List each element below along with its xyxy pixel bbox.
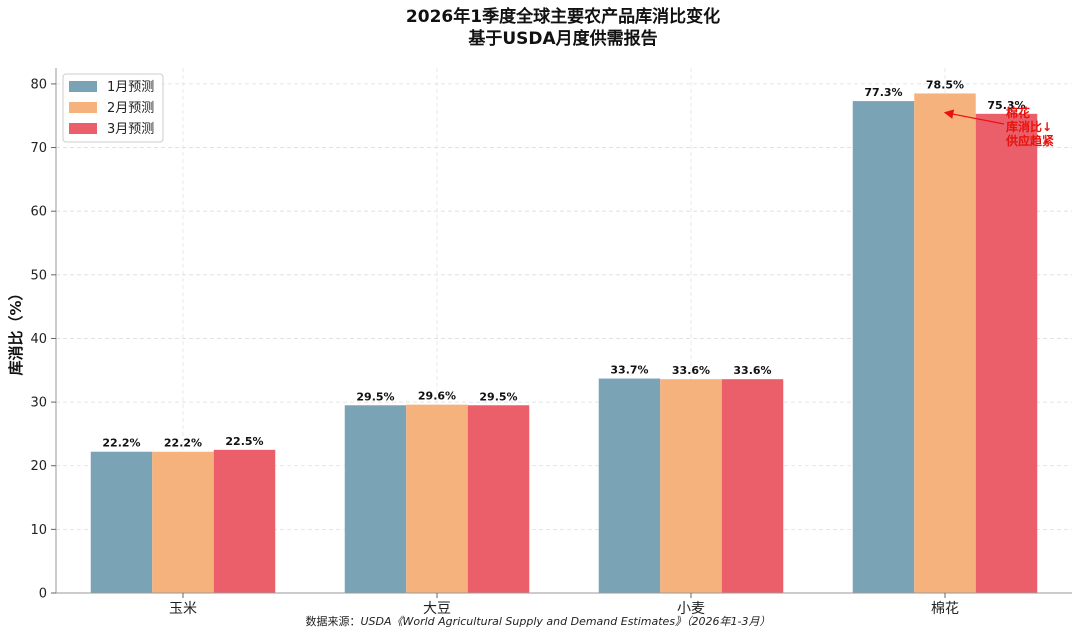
data-label: 22.2% [164,437,202,450]
bar [914,93,976,594]
annotation-text: 棉花 [1006,105,1030,120]
y-axis-label: 库消比（%） [7,285,25,375]
bar [467,405,530,593]
data-label: 77.3% [864,86,902,99]
legend: 1月预测 2月预测 3月预测 [62,73,164,143]
data-label: 29.6% [418,390,456,403]
data-label: 33.7% [610,364,648,377]
y-tick-label: 20 [30,459,47,474]
bar [975,113,1038,594]
bar [90,451,153,593]
x-tick-label: 玉米 [169,601,197,617]
data-label: 33.6% [672,364,710,377]
annotation-arrow [943,109,1005,125]
bars [90,93,1038,594]
y-tick-label: 0 [39,587,47,602]
bar [152,451,214,593]
bar [406,404,468,593]
legend-label: 3月预测 [107,122,154,137]
legend-label: 2月预测 [107,101,154,116]
bar [344,405,407,593]
bar [852,101,915,593]
y-tick-label: 30 [30,396,47,411]
y-tick-label: 80 [30,77,47,92]
data-label: 33.6% [733,364,771,377]
data-label: 29.5% [356,390,394,403]
data-label: 29.5% [479,390,517,403]
x-tick-label: 小麦 [677,601,705,617]
legend-swatch [69,81,97,92]
y-tick-label: 10 [30,523,47,538]
bar [660,379,722,593]
x-tick-label: 大豆 [423,601,451,617]
bar [598,378,661,593]
bar [721,379,784,593]
annotation-text: 库消比↓ [1006,119,1052,134]
annotation-text: 供应趋紧 [1005,133,1054,148]
y-tick-label: 40 [30,332,47,347]
legend-swatch [69,123,97,134]
y-tick-label: 50 [30,268,47,283]
x-tick-label: 棉花 [931,600,959,617]
source-prefix: 数据来源： [305,615,361,628]
chart-title: 2026年1季度全球主要农产品库消比变化 [405,7,721,27]
legend-swatch [69,102,97,113]
data-label: 22.2% [102,437,140,450]
value-labels: 22.2% 22.2% 22.5% 29.5% 29.6% 29.5% 33.7% 33.6%… [102,78,1025,449]
bar [213,449,276,593]
legend-label: 1月预测 [107,80,154,95]
data-label: 78.5% [926,78,964,91]
y-tick-label: 60 [30,205,47,220]
data-label: 22.5% [225,435,263,448]
chart-title-block: 2026年1季度全球主要农产品库消比变化 基于USDA月度供需报告 [0,6,1080,50]
source-text: USDA《World Agricultural Supply and Deman… [360,615,771,628]
source-note: 数据来源：USDA《World Agricultural Supply and … [0,613,1076,629]
chart-subtitle: 基于USDA月度供需报告 [468,29,658,49]
data-label: 75.3% [987,99,1025,112]
y-tick-label: 70 [30,141,47,156]
